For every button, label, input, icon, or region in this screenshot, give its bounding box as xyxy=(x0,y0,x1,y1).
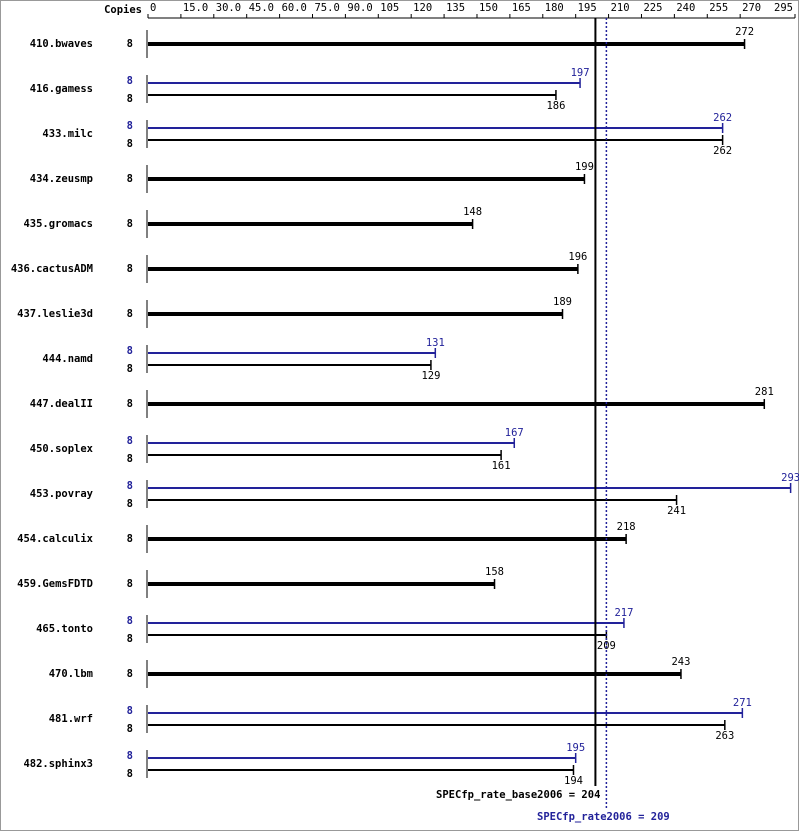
value-label: 129 xyxy=(421,370,440,382)
x-tick-label: 75.0 xyxy=(314,2,339,14)
copies-label: 8 xyxy=(127,345,133,357)
reference-label: SPECfp_rate2006 = 209 xyxy=(537,811,670,823)
category-label: 434.zeusmp xyxy=(30,173,93,185)
category-label: 436.cactusADM xyxy=(11,263,93,275)
value-label: 263 xyxy=(715,730,734,742)
copies-label: 8 xyxy=(127,218,133,230)
x-tick-label: 165 xyxy=(512,2,531,14)
copies-label: 8 xyxy=(127,633,133,645)
x-tick-label: 295 xyxy=(774,2,793,14)
category-label: 454.calculix xyxy=(17,533,94,545)
copies-label: 8 xyxy=(127,93,133,105)
value-label: 189 xyxy=(553,296,572,308)
value-label: 186 xyxy=(546,100,565,112)
category-label: 435.gromacs xyxy=(23,218,93,230)
copies-label: 8 xyxy=(127,363,133,375)
category-label: 470.lbm xyxy=(49,668,93,680)
x-tick-label: 180 xyxy=(545,2,564,14)
copies-label: 8 xyxy=(127,138,133,150)
copies-label: 8 xyxy=(127,615,133,627)
category-label: 444.namd xyxy=(42,353,93,365)
copies-label: 8 xyxy=(127,435,133,447)
copies-label: 8 xyxy=(127,453,133,465)
x-tick-label: 30.0 xyxy=(216,2,241,14)
copies-label: 8 xyxy=(127,173,133,185)
category-label: 450.soplex xyxy=(30,443,94,455)
value-label: 217 xyxy=(614,607,633,619)
copies-label: 8 xyxy=(127,668,133,680)
copies-label: 8 xyxy=(127,705,133,717)
x-tick-label: 225 xyxy=(643,2,662,14)
category-label: 416.gamess xyxy=(30,83,93,95)
copies-label: 8 xyxy=(127,768,133,780)
x-tick-label: 135 xyxy=(446,2,465,14)
category-label: 481.wrf xyxy=(49,713,93,725)
x-tick-label: 270 xyxy=(742,2,761,14)
value-label: 199 xyxy=(575,161,594,173)
value-label: 271 xyxy=(733,697,752,709)
category-label: 437.leslie3d xyxy=(17,308,93,320)
copies-label: 8 xyxy=(127,263,133,275)
value-label: 262 xyxy=(713,145,732,157)
category-label: 433.milc xyxy=(42,128,93,140)
category-label: 459.GemsFDTD xyxy=(17,578,93,590)
copies-label: 8 xyxy=(127,750,133,762)
category-label: 410.bwaves xyxy=(30,38,93,50)
copies-label: 8 xyxy=(127,398,133,410)
value-label: 194 xyxy=(564,775,583,787)
x-tick-label: 45.0 xyxy=(249,2,274,14)
category-label: 482.sphinx3 xyxy=(23,758,93,770)
category-label: 465.tonto xyxy=(36,623,93,635)
x-tick-label: 15.0 xyxy=(183,2,208,14)
x-tick-label: 0 xyxy=(150,2,156,14)
value-label: 196 xyxy=(568,251,587,263)
reference-label: SPECfp_rate_base2006 = 204 xyxy=(436,789,600,801)
copies-header: Copies xyxy=(104,4,142,16)
category-label: 447.dealII xyxy=(30,398,93,410)
x-tick-label: 240 xyxy=(676,2,695,14)
copies-label: 8 xyxy=(127,308,133,320)
value-label: 262 xyxy=(713,112,732,124)
x-tick-label: 60.0 xyxy=(282,2,307,14)
copies-label: 8 xyxy=(127,578,133,590)
x-tick-label: 120 xyxy=(413,2,432,14)
copies-label: 8 xyxy=(127,38,133,50)
value-label: 293 xyxy=(781,472,799,484)
x-tick-label: 90.0 xyxy=(347,2,372,14)
value-label: 148 xyxy=(463,206,482,218)
copies-label: 8 xyxy=(127,533,133,545)
value-label: 272 xyxy=(735,26,754,38)
value-label: 158 xyxy=(485,566,504,578)
value-label: 281 xyxy=(755,386,774,398)
x-tick-label: 105 xyxy=(380,2,399,14)
x-tick-label: 195 xyxy=(578,2,597,14)
x-tick-label: 210 xyxy=(611,2,630,14)
copies-label: 8 xyxy=(127,498,133,510)
category-label: 453.povray xyxy=(30,488,94,500)
value-label: 243 xyxy=(671,656,690,668)
copies-label: 8 xyxy=(127,480,133,492)
copies-label: 8 xyxy=(127,723,133,735)
x-tick-label: 150 xyxy=(479,2,498,14)
value-label: 197 xyxy=(571,67,590,79)
copies-label: 8 xyxy=(127,75,133,87)
value-label: 131 xyxy=(426,337,445,349)
value-label: 195 xyxy=(566,742,585,754)
value-label: 218 xyxy=(617,521,636,533)
value-label: 241 xyxy=(667,505,686,517)
value-label: 167 xyxy=(505,427,524,439)
value-label: 161 xyxy=(492,460,511,472)
copies-label: 8 xyxy=(127,120,133,132)
x-tick-label: 255 xyxy=(709,2,728,14)
